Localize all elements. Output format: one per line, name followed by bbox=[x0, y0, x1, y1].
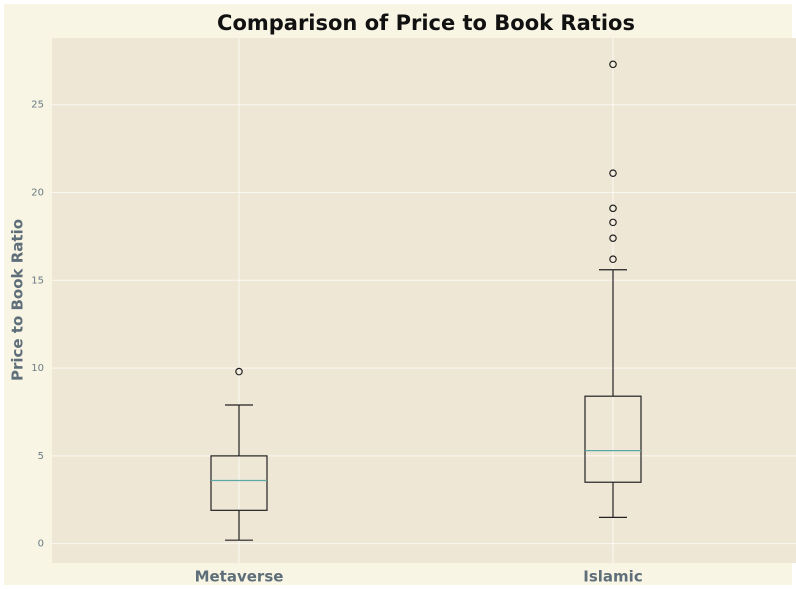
x-tick-label: Metaverse bbox=[195, 568, 284, 586]
outlier bbox=[609, 204, 617, 213]
outlier bbox=[609, 218, 617, 227]
outlier bbox=[235, 367, 243, 376]
y-axis-label: Price to Book Ratio bbox=[9, 219, 27, 381]
box bbox=[584, 395, 642, 483]
outlier bbox=[609, 60, 617, 69]
outlier bbox=[609, 169, 617, 178]
plot-area bbox=[52, 38, 796, 563]
y-tick-label: 15 bbox=[31, 275, 44, 286]
outlier bbox=[609, 255, 617, 264]
y-tick-label: 25 bbox=[31, 100, 44, 111]
chart-title: Comparison of Price to Book Ratios bbox=[217, 11, 635, 35]
box bbox=[210, 455, 268, 511]
y-tick-label: 10 bbox=[31, 363, 44, 374]
y-tick-label: 5 bbox=[38, 451, 44, 462]
y-tick-label: 0 bbox=[38, 539, 44, 550]
x-tick-label: Islamic bbox=[583, 568, 642, 586]
outlier bbox=[609, 234, 617, 242]
y-tick-label: 20 bbox=[31, 188, 44, 199]
